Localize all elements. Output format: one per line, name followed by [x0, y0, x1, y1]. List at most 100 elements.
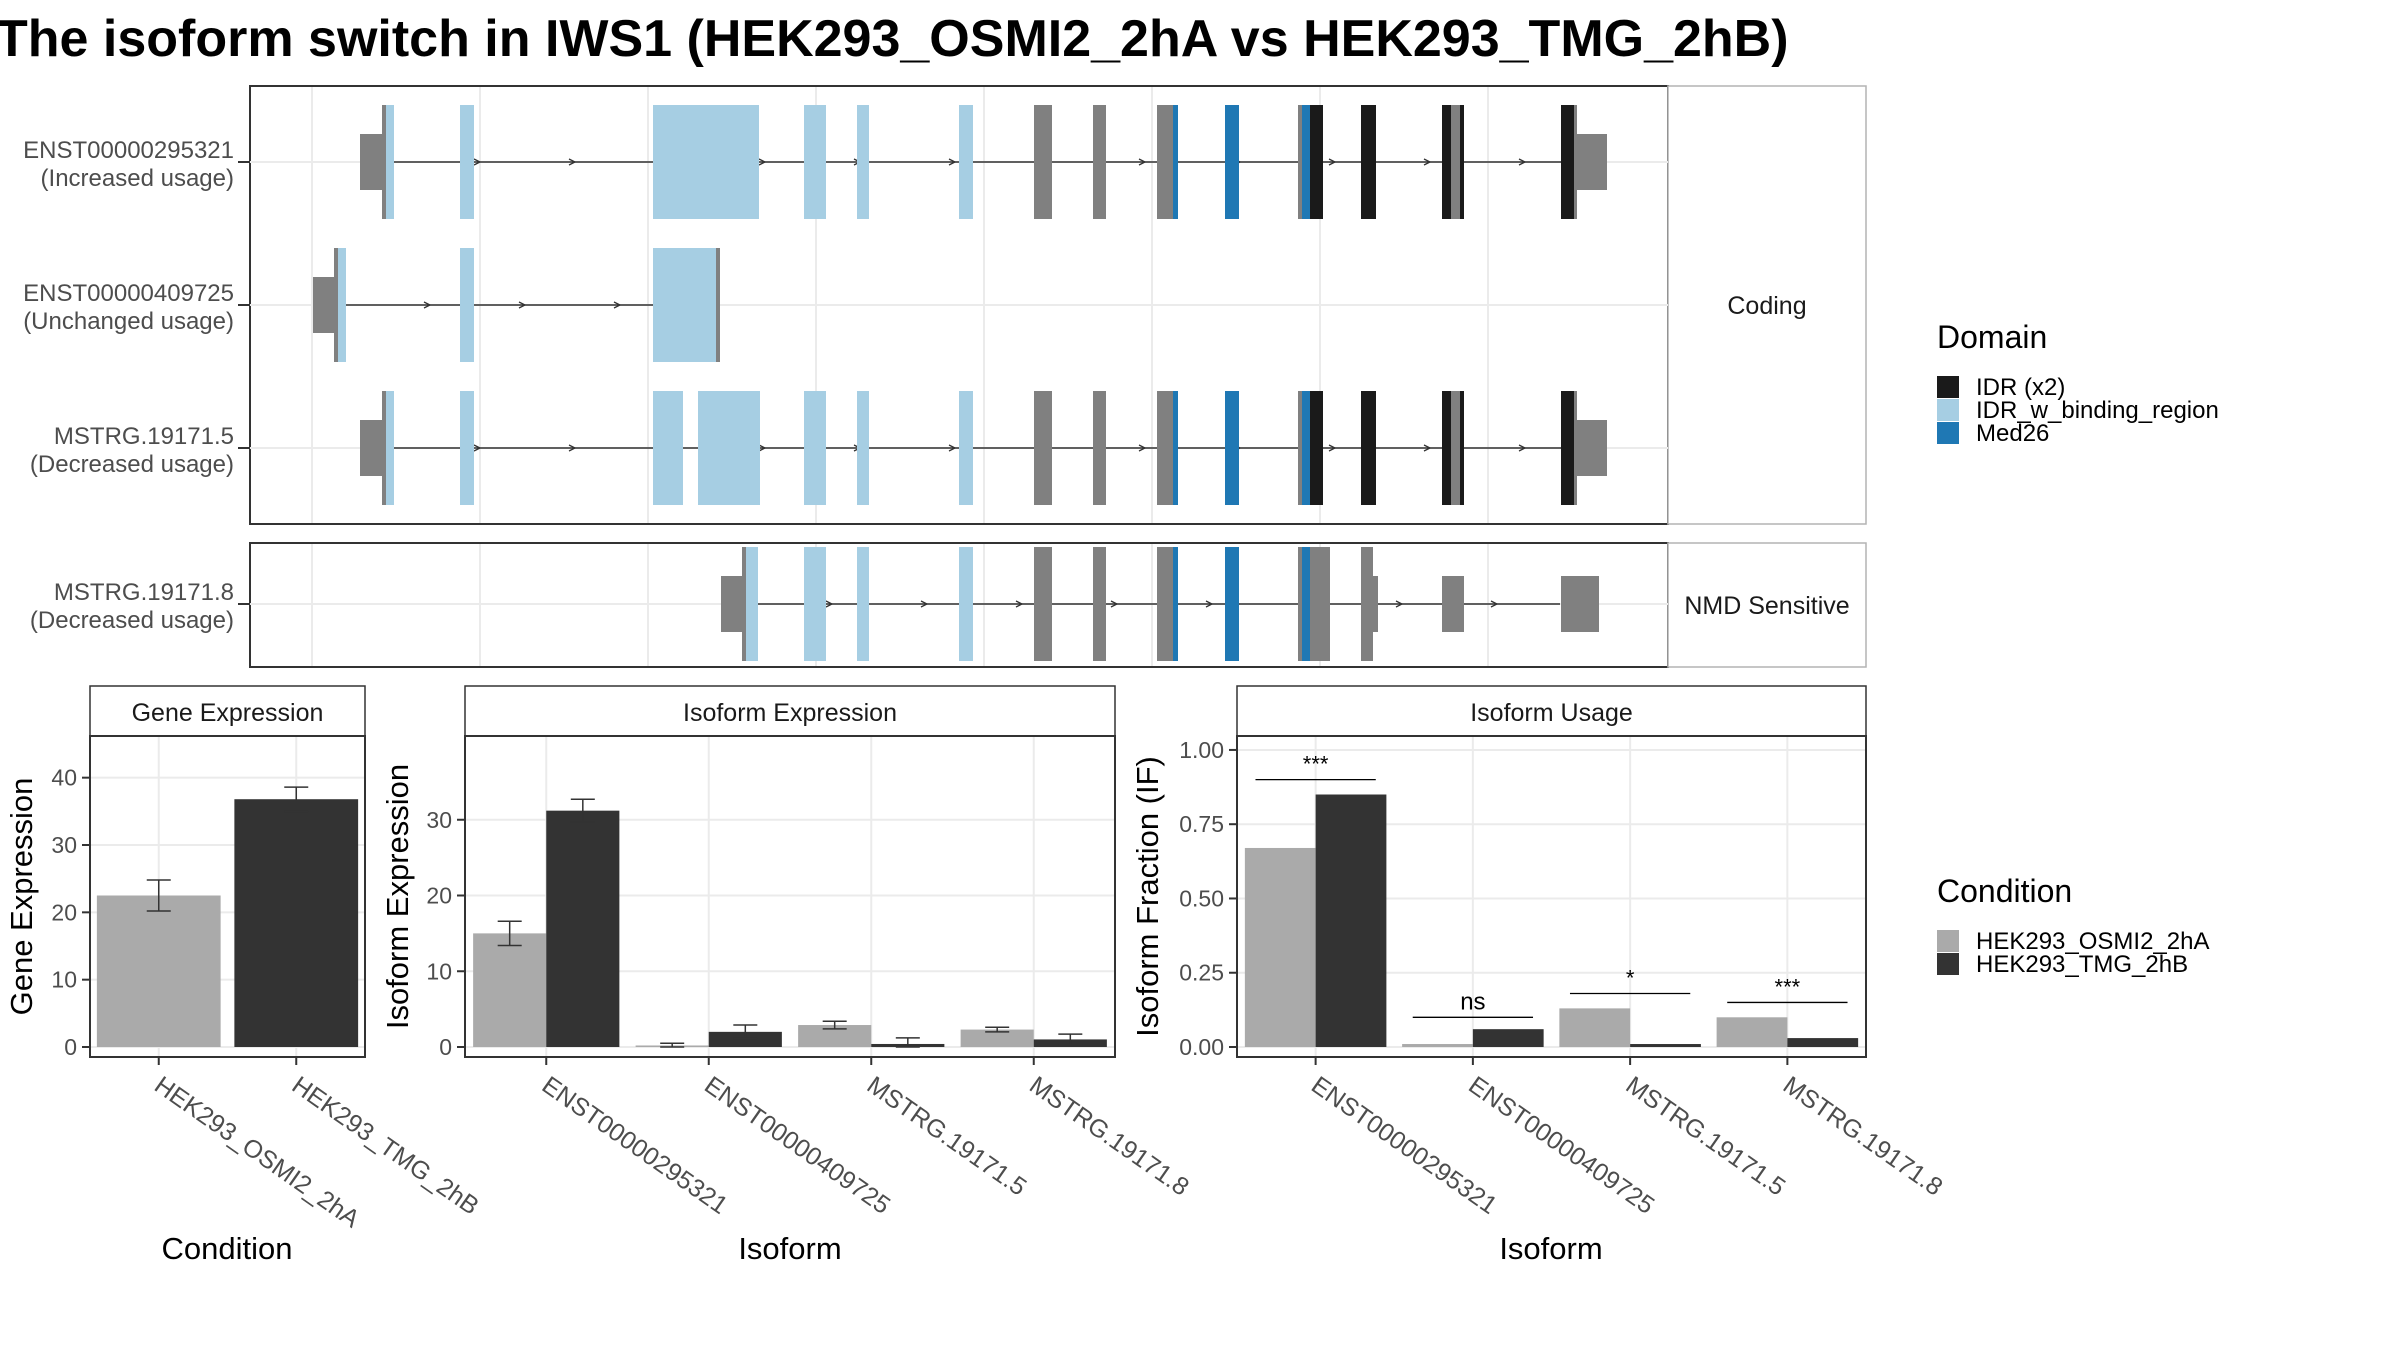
exon-block	[334, 248, 338, 362]
exon-block	[1574, 391, 1577, 505]
exon-block	[1157, 547, 1173, 661]
bar	[1716, 1017, 1788, 1047]
exon-block	[1225, 391, 1239, 505]
y-axis-title: Gene Expression	[4, 778, 39, 1016]
exon-block	[1561, 576, 1599, 632]
exon-block	[1225, 547, 1239, 661]
x-tick-label: MSTRG.19171.5	[862, 1071, 1032, 1202]
y-tick-label: 30	[51, 832, 77, 858]
exon-block	[338, 248, 346, 362]
exon-block	[1451, 105, 1460, 219]
exon-block	[804, 547, 826, 661]
direction-arrow	[758, 444, 767, 452]
exon-block	[1157, 105, 1173, 219]
domain-legend-swatch	[1937, 399, 1959, 421]
transcript-id-label: MSTRG.19171.5	[54, 423, 234, 450]
chart-panel-border	[464, 735, 1116, 1058]
condition-legend-title: Condition	[1937, 873, 2072, 909]
bar	[708, 1031, 782, 1047]
exon-block	[1302, 105, 1310, 219]
exon-block	[1460, 391, 1464, 505]
exon-block	[1310, 391, 1323, 505]
y-tick-label: 1.00	[1179, 737, 1224, 763]
exon-block	[721, 576, 743, 632]
exon-block	[1361, 105, 1376, 219]
exon-block	[1093, 391, 1106, 505]
bar	[1559, 1008, 1631, 1047]
transcript-usage-label: (Increased usage)	[41, 165, 234, 192]
y-tick-label: 20	[51, 899, 77, 925]
direction-arrow	[1518, 444, 1527, 452]
exon-block	[382, 105, 386, 219]
significance-label: *	[1626, 966, 1635, 991]
bar	[798, 1025, 872, 1047]
exon-block	[1460, 105, 1464, 219]
direction-arrow	[423, 301, 432, 309]
facet-label: Coding	[1727, 292, 1806, 320]
y-tick-label: 0.00	[1179, 1034, 1224, 1060]
facet-strip	[1667, 542, 1867, 668]
exon-block	[1034, 105, 1052, 219]
significance-label: ns	[1460, 988, 1485, 1015]
y-tick-label: 0.50	[1179, 885, 1224, 911]
condition-legend-swatch	[1937, 930, 1959, 952]
direction-arrow	[568, 444, 577, 452]
x-tick-label: MSTRG.19171.8	[1024, 1071, 1194, 1202]
direction-arrow	[758, 158, 767, 166]
direction-arrow	[920, 600, 929, 608]
exon-block	[1034, 547, 1052, 661]
y-axis-title: Isoform Fraction (IF)	[1130, 756, 1165, 1037]
direction-arrow	[1423, 444, 1432, 452]
exon-block	[1310, 105, 1323, 219]
exon-block	[1442, 391, 1451, 505]
domain-legend-title: Domain	[1937, 319, 2047, 355]
bar-charts: Gene Expression010203040HEK293_OSMI2_2hA…	[4, 685, 1948, 1266]
y-tick-label: 0	[64, 1034, 77, 1060]
figure-title: The isoform switch in IWS1 (HEK293_OSMI2…	[0, 10, 1789, 68]
exon-block	[698, 391, 760, 505]
significance-label: ***	[1775, 974, 1801, 999]
x-axis-title: Isoform	[738, 1231, 841, 1266]
x-tick-label: MSTRG.19171.8	[1778, 1071, 1948, 1202]
chart-title: Gene Expression	[132, 699, 324, 727]
direction-arrow	[1205, 600, 1214, 608]
domain-legend-label: IDR_w_binding_region	[1976, 397, 2219, 424]
exon-block	[460, 105, 474, 219]
direction-arrow	[1138, 158, 1147, 166]
direction-arrow	[948, 444, 957, 452]
transcript-id-label: ENST00000295321	[23, 137, 234, 164]
x-axis-title: Condition	[162, 1231, 293, 1266]
transcript-id-label: MSTRG.19171.8	[54, 579, 234, 606]
exon-block	[360, 134, 383, 190]
exon-block	[1302, 391, 1310, 505]
bar	[960, 1029, 1034, 1047]
exon-block	[1093, 547, 1106, 661]
exon-block	[1561, 391, 1574, 505]
y-tick-label: 20	[426, 883, 452, 909]
exon-block	[386, 391, 394, 505]
condition-legend-label: HEK293_TMG_2hB	[1976, 951, 2188, 978]
transcript-usage-label: (Unchanged usage)	[23, 308, 234, 335]
direction-arrow	[473, 444, 482, 452]
bar	[1472, 1029, 1544, 1047]
exon-block	[857, 547, 869, 661]
direction-arrow	[1015, 600, 1024, 608]
direction-arrow	[1110, 600, 1119, 608]
transcript-structure-panel: Coding NMD Sensitive ENST00000295321(Incre…	[23, 85, 1867, 668]
exon-block	[1361, 547, 1373, 661]
exon-block	[1173, 391, 1178, 505]
condition-legend-label: HEK293_OSMI2_2hA	[1976, 928, 2209, 955]
domain-legend-label: Med26	[1976, 420, 2049, 447]
direction-arrow	[518, 301, 527, 309]
y-tick-label: 0	[439, 1034, 452, 1060]
direction-arrow	[473, 158, 482, 166]
chart-strip	[1236, 685, 1867, 737]
transcript-usage-label: (Decreased usage)	[30, 451, 234, 478]
exon-block	[382, 391, 386, 505]
exon-block	[313, 277, 335, 333]
exon-block	[1298, 547, 1302, 661]
exon-block	[1157, 391, 1173, 505]
exon-block	[1577, 420, 1607, 476]
